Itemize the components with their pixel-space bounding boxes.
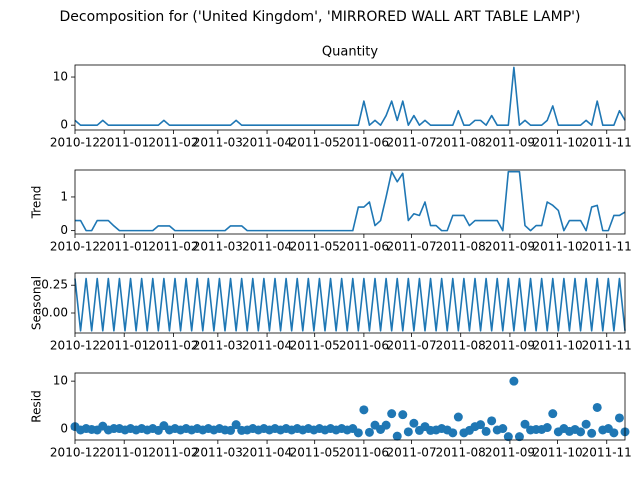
y-tick-label: 0.25 <box>41 278 68 292</box>
point <box>476 420 486 430</box>
y-tick-label: 0 <box>60 223 68 237</box>
point <box>503 432 513 442</box>
point <box>226 425 236 435</box>
x-tick-label: 2011-03 <box>193 240 243 254</box>
series-line <box>75 170 626 232</box>
x-tick-label: 2011-02 <box>148 446 198 460</box>
point <box>381 420 391 430</box>
x-tick-label: 2010-12 <box>50 446 100 460</box>
x-tick-label: 2011-08 <box>436 136 486 150</box>
point <box>359 405 369 415</box>
x-tick-label: 2011-04 <box>242 240 292 254</box>
point <box>581 419 591 429</box>
x-tick-label: 2011-05 <box>290 240 340 254</box>
point <box>448 428 458 438</box>
y-axis-label: Trend <box>30 186 44 220</box>
x-tick-label: 2011-09 <box>485 240 535 254</box>
x-tick-label: 2011-08 <box>436 446 486 460</box>
x-tick-label: 2011-06 <box>339 136 389 150</box>
x-tick-label: 2011-09 <box>485 446 535 460</box>
panel-title: Quantity <box>322 45 378 60</box>
y-axis-label: Seasonal <box>30 276 44 330</box>
point <box>487 416 497 426</box>
point <box>481 426 491 436</box>
x-tick-label: 2011-04 <box>242 339 292 353</box>
x-tick-label: 2011-01 <box>99 240 149 254</box>
x-tick-label: 2011-04 <box>242 446 292 460</box>
point <box>548 409 558 419</box>
x-tick-label: 2011-08 <box>436 240 486 254</box>
x-tick-label: 2011-09 <box>485 136 535 150</box>
y-tick-label: 10 <box>53 70 68 84</box>
point <box>587 428 597 438</box>
x-tick-label: 2011-10 <box>532 446 582 460</box>
point <box>542 423 552 433</box>
y-tick-label: 0 <box>60 118 68 132</box>
x-tick-label: 2010-12 <box>50 240 100 254</box>
y-tick-label: 0 <box>60 421 68 435</box>
x-tick-label: 2011-02 <box>148 240 198 254</box>
x-tick-label: 2011-10 <box>532 339 582 353</box>
x-tick-label: 2011-04 <box>242 136 292 150</box>
x-tick-label: 2011-11 <box>582 240 632 254</box>
point <box>403 427 413 437</box>
y-tick-label: 1 <box>60 189 68 203</box>
series-line <box>74 66 626 126</box>
point <box>520 419 530 429</box>
x-tick-label: 2010-12 <box>50 136 100 150</box>
x-tick-label: 2010-12 <box>50 339 100 353</box>
point <box>231 420 241 430</box>
x-tick-label: 2011-01 <box>99 136 149 150</box>
axes-frame <box>74 372 626 441</box>
axes-frame <box>74 272 626 334</box>
y-tick-label: 10 <box>53 374 68 388</box>
x-tick-label: 2011-03 <box>193 136 243 150</box>
point <box>592 402 602 412</box>
point <box>514 432 524 442</box>
point <box>614 413 624 423</box>
x-tick-label: 2011-11 <box>582 446 632 460</box>
x-tick-label: 2011-08 <box>436 339 486 353</box>
series-line <box>74 277 626 332</box>
axes-frame <box>74 169 626 235</box>
y-axis-label: Resid <box>30 390 44 422</box>
x-tick-label: 2011-05 <box>290 136 340 150</box>
point <box>353 428 363 438</box>
x-tick-label: 2011-06 <box>339 240 389 254</box>
x-tick-label: 2011-07 <box>386 446 436 460</box>
x-tick-label: 2011-07 <box>386 339 436 353</box>
point <box>409 418 419 428</box>
x-tick-label: 2011-10 <box>532 240 582 254</box>
x-tick-label: 2011-10 <box>532 136 582 150</box>
x-tick-label: 2011-05 <box>290 339 340 353</box>
x-tick-label: 2011-02 <box>148 136 198 150</box>
point <box>398 410 408 420</box>
y-tick-label: 0.00 <box>41 306 68 320</box>
x-tick-label: 2011-06 <box>339 339 389 353</box>
point <box>453 412 463 422</box>
point <box>387 409 397 419</box>
point <box>498 424 508 434</box>
x-tick-label: 2011-01 <box>99 446 149 460</box>
x-tick-label: 2011-07 <box>386 240 436 254</box>
x-tick-label: 2011-03 <box>193 339 243 353</box>
point <box>392 431 402 441</box>
axes-frame <box>74 64 626 131</box>
x-tick-label: 2011-05 <box>290 446 340 460</box>
point <box>576 427 586 437</box>
x-tick-label: 2011-07 <box>386 136 436 150</box>
figure-title: Decomposition for ('United Kingdom', 'MI… <box>60 9 581 25</box>
x-tick-label: 2011-02 <box>148 339 198 353</box>
point <box>609 428 619 438</box>
x-tick-label: 2011-06 <box>339 446 389 460</box>
x-tick-label: 2011-03 <box>193 446 243 460</box>
x-tick-label: 2011-09 <box>485 339 535 353</box>
x-tick-label: 2011-01 <box>99 339 149 353</box>
point <box>509 376 519 386</box>
x-tick-label: 2011-11 <box>582 339 632 353</box>
x-tick-label: 2011-11 <box>582 136 632 150</box>
point <box>364 427 374 437</box>
